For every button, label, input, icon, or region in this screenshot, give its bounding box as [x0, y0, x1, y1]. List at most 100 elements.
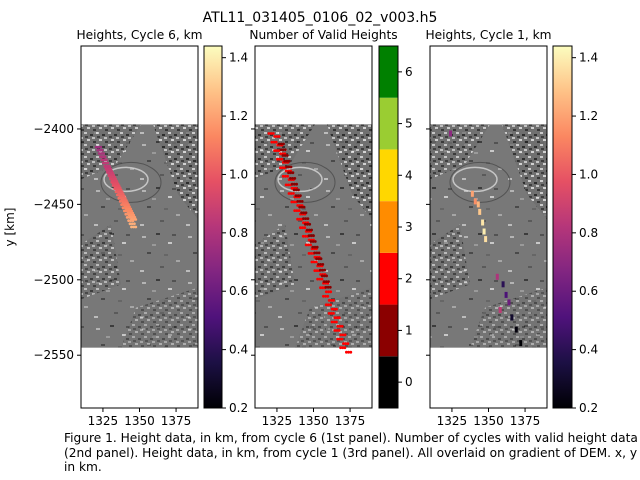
x-tick-label: 1325: [437, 414, 468, 428]
data-point: [504, 291, 508, 298]
colorbar-tick-label: 2: [405, 272, 413, 286]
track-1-point: [296, 217, 299, 221]
colorbar-tick-label: 1.2: [579, 109, 598, 123]
track-2-point: [116, 182, 120, 186]
track-2-point: [108, 165, 111, 169]
track-2-point: [106, 171, 110, 175]
track-1-point: [123, 209, 126, 213]
track-3-point: [300, 200, 304, 203]
track-3-point: [282, 142, 285, 146]
track-3-point: [307, 234, 311, 238]
track-2-point: [330, 299, 333, 302]
track-2-point: [123, 196, 127, 200]
track-2-point: [121, 192, 125, 196]
colorbar-tick-label: 0.2: [579, 401, 598, 415]
colorbar-tick-label: 0.6: [229, 284, 248, 298]
colorbar-tick-label: 0.2: [229, 401, 248, 415]
track-1-point: [322, 294, 325, 298]
track-3-point: [277, 142, 281, 146]
track-3-point: [302, 205, 306, 209]
track-3-point: [302, 217, 305, 221]
track-2-point: [127, 213, 131, 217]
track-3-point: [296, 194, 300, 198]
track-3-point: [281, 154, 285, 157]
track-2-point: [339, 333, 343, 337]
track-2-point: [108, 169, 111, 173]
track-3-point: [287, 171, 290, 175]
track-2-point: [121, 201, 125, 205]
track-3-point: [315, 257, 318, 261]
data-point: [501, 281, 505, 288]
track-1-point: [327, 303, 330, 307]
track-1-point: [307, 252, 311, 255]
track-1-point: [100, 148, 104, 152]
track-1-point: [120, 203, 123, 207]
colorbar-tick-label: 0.4: [579, 343, 598, 357]
track-3-point: [325, 274, 328, 278]
track-2-point: [347, 350, 350, 354]
track-3-point: [281, 148, 285, 152]
track-2-point: [275, 135, 279, 138]
track-2-point: [342, 342, 345, 345]
track-3-point: [298, 200, 302, 203]
track-3-point: [311, 245, 315, 249]
colorbar-gradient: [552, 45, 573, 409]
track-1-point: [275, 149, 279, 153]
track-3-point: [290, 182, 294, 186]
track-1-point: [297, 209, 301, 213]
track-2-point: [113, 184, 116, 188]
data-point: [470, 190, 474, 197]
track-2-point: [111, 180, 114, 183]
track-2-point: [114, 182, 118, 186]
track-3-point: [323, 274, 326, 278]
track-1-point: [332, 320, 336, 324]
track-2-point: [110, 173, 113, 177]
track-3-point: [289, 171, 293, 175]
colorbar-level-2: [379, 252, 398, 305]
track-1-point: [312, 260, 316, 264]
track-3-point: [317, 251, 321, 255]
track-1-point: [298, 217, 302, 221]
track-1-point: [321, 286, 325, 290]
track-2-point: [327, 290, 330, 294]
track-2-point: [114, 186, 118, 190]
panel-title: Heights, Cycle 1, km: [426, 28, 552, 42]
track-2-point: [273, 135, 277, 138]
track-2-point: [127, 209, 131, 213]
data-point: [514, 326, 518, 333]
colorbar-tick-label: 0: [405, 375, 413, 389]
track-3-point: [289, 177, 292, 180]
track-2-point: [119, 196, 123, 200]
track-2-point: [349, 350, 353, 354]
track-2-point: [123, 201, 127, 205]
data-marks: [94, 145, 138, 229]
track-1-point: [267, 132, 271, 135]
panel-2: Number of Valid Heights 1325 1350 1375 0 1 2 3 4…: [249, 28, 412, 428]
track-2-point: [277, 135, 281, 138]
track-2-point: [119, 192, 123, 196]
y-axis-label: y [km]: [3, 208, 17, 247]
data-point: [449, 130, 452, 137]
track-1-point: [102, 161, 105, 165]
track-2-point: [131, 215, 135, 219]
track-2-point: [113, 175, 117, 179]
track-2-point: [345, 350, 348, 354]
data-point: [481, 219, 485, 226]
track-2-point: [110, 169, 113, 173]
track-2-point: [330, 307, 334, 311]
track-1-point: [133, 222, 136, 226]
track-2-point: [333, 316, 337, 320]
track-1-point: [309, 252, 313, 255]
track-1-point: [273, 149, 276, 153]
track-3-point: [315, 245, 319, 249]
track-2-point: [130, 218, 133, 221]
track-1-point: [313, 269, 317, 272]
track-2-point: [127, 203, 130, 207]
track-2-point: [126, 207, 130, 211]
track-2-point: [112, 173, 116, 177]
track-2-point: [115, 180, 119, 183]
dem-background: [81, 124, 198, 348]
colorbar-gradient: [203, 45, 223, 409]
track-3-point: [313, 245, 317, 249]
